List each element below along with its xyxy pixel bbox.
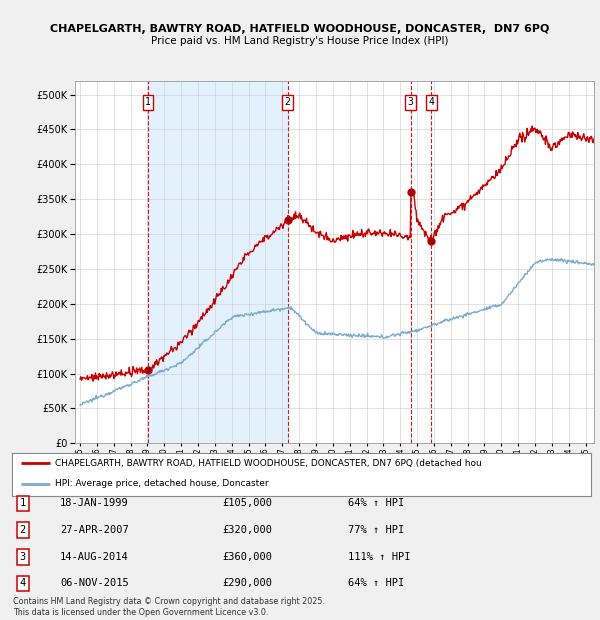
Bar [148,81,287,443]
Text: 2: 2 [285,97,290,107]
Text: HPI: Average price, detached house, Doncaster: HPI: Average price, detached house, Donc… [55,479,269,489]
Text: 18-JAN-1999: 18-JAN-1999 [60,498,129,508]
Text: 06-NOV-2015: 06-NOV-2015 [60,578,129,588]
Text: 1: 1 [20,498,26,508]
Text: £320,000: £320,000 [222,525,272,535]
Text: 77% ↑ HPI: 77% ↑ HPI [348,525,404,535]
Text: £360,000: £360,000 [222,552,272,562]
Text: 64% ↑ HPI: 64% ↑ HPI [348,578,404,588]
Text: 4: 4 [20,578,26,588]
Text: 27-APR-2007: 27-APR-2007 [60,525,129,535]
Text: 4: 4 [428,97,434,107]
Text: 111% ↑ HPI: 111% ↑ HPI [348,552,410,562]
Text: 2: 2 [20,525,26,535]
Text: 1: 1 [145,97,151,107]
Text: 3: 3 [408,97,413,107]
Text: 3: 3 [20,552,26,562]
Text: CHAPELGARTH, BAWTRY ROAD, HATFIELD WOODHOUSE, DONCASTER,  DN7 6PQ: CHAPELGARTH, BAWTRY ROAD, HATFIELD WOODH… [50,24,550,33]
Text: £105,000: £105,000 [222,498,272,508]
Text: 64% ↑ HPI: 64% ↑ HPI [348,498,404,508]
Text: Contains HM Land Registry data © Crown copyright and database right 2025.
This d: Contains HM Land Registry data © Crown c… [13,598,325,617]
Text: CHAPELGARTH, BAWTRY ROAD, HATFIELD WOODHOUSE, DONCASTER, DN7 6PQ (detached hou: CHAPELGARTH, BAWTRY ROAD, HATFIELD WOODH… [55,459,482,468]
Text: Price paid vs. HM Land Registry's House Price Index (HPI): Price paid vs. HM Land Registry's House … [151,36,449,46]
Text: 14-AUG-2014: 14-AUG-2014 [60,552,129,562]
Text: £290,000: £290,000 [222,578,272,588]
